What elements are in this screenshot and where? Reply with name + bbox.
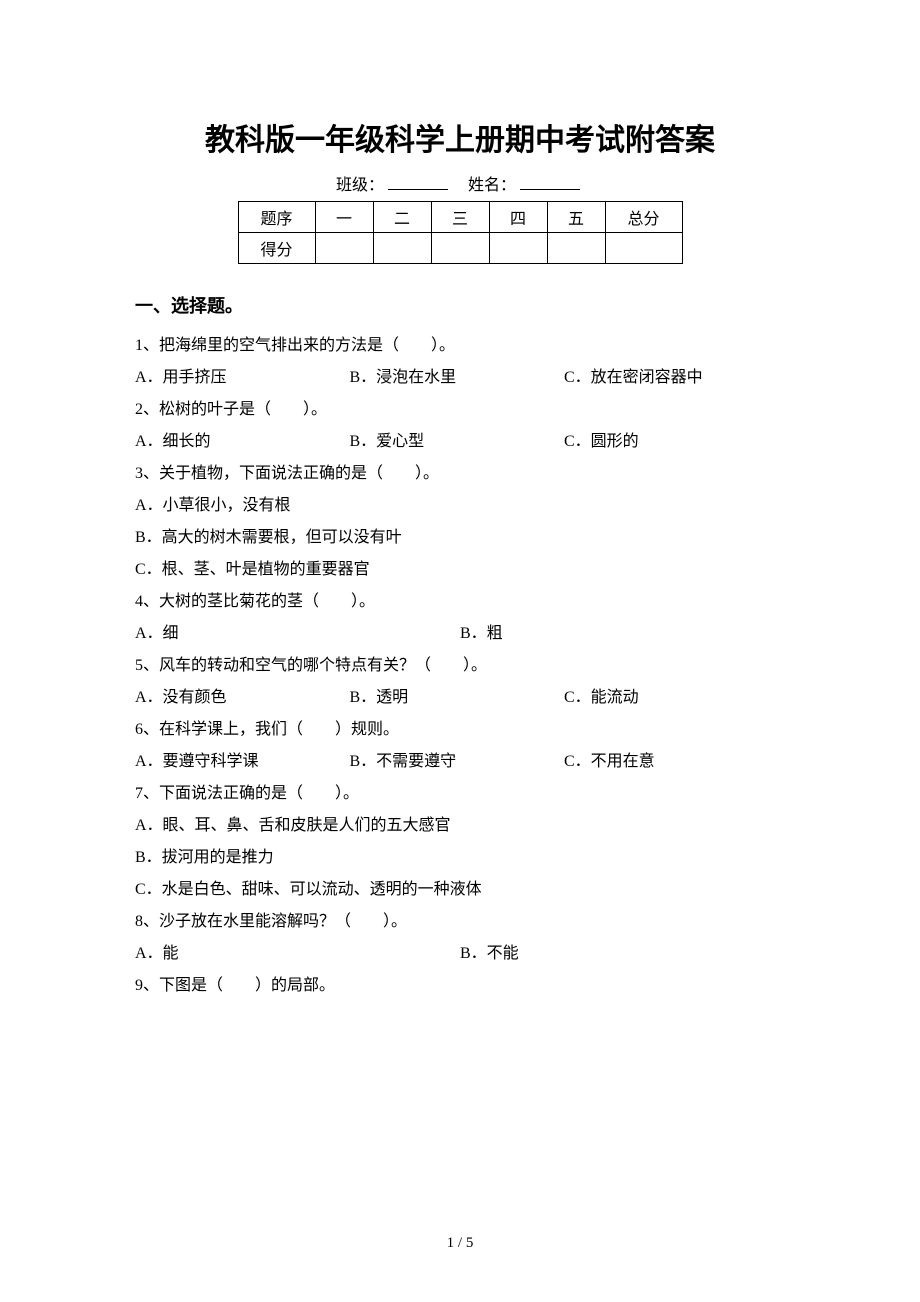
table-row: 得分 (238, 233, 682, 264)
class-blank (388, 173, 448, 190)
question-stem: 1、把海绵里的空气排出来的方法是（ ）。 (135, 330, 785, 362)
cell-score-3 (431, 233, 489, 264)
question-options-row: A．能B．不能 (135, 938, 785, 970)
name-label: 姓名： (468, 177, 516, 194)
cell-header-3: 三 (431, 202, 489, 233)
question-options-row: A．细B．粗 (135, 618, 785, 650)
question-option: C．根、茎、叶是植物的重要器官 (135, 554, 785, 586)
question-option: C．水是白色、甜味、可以流动、透明的一种液体 (135, 874, 785, 906)
question-option: B．高大的树木需要根，但可以没有叶 (135, 522, 785, 554)
question-option: C．能流动 (564, 682, 779, 714)
question-option: B．爱心型 (350, 426, 565, 458)
question-option: B．不需要遵守 (350, 746, 565, 778)
question-stem: 6、在科学课上，我们（ ）规则。 (135, 714, 785, 746)
class-label: 班级： (336, 177, 384, 194)
question-option: A．没有颜色 (135, 682, 350, 714)
name-blank (520, 173, 580, 190)
question-option: C．不用在意 (564, 746, 779, 778)
section-1-heading: 一、选择题。 (135, 292, 785, 318)
question-option: A．要遵守科学课 (135, 746, 350, 778)
question-option: B．拔河用的是推力 (135, 842, 785, 874)
question-stem: 9、下图是（ ）的局部。 (135, 970, 785, 1002)
question-stem: 5、风车的转动和空气的哪个特点有关？（ ）。 (135, 650, 785, 682)
cell-score-label: 得分 (238, 233, 315, 264)
question-stem: 7、下面说法正确的是（ ）。 (135, 778, 785, 810)
score-table: 题序 一 二 三 四 五 总分 得分 (238, 201, 683, 264)
question-option: B．粗 (460, 618, 785, 650)
question-option: B．不能 (460, 938, 785, 970)
question-option: B．透明 (350, 682, 565, 714)
cell-header-5: 五 (547, 202, 605, 233)
cell-score-1 (315, 233, 373, 264)
questions-container: 1、把海绵里的空气排出来的方法是（ ）。A．用手挤压B．浸泡在水里C．放在密闭容… (135, 330, 785, 1002)
cell-score-4 (489, 233, 547, 264)
cell-score-total (605, 233, 682, 264)
question-stem: 2、松树的叶子是（ ）。 (135, 394, 785, 426)
cell-header-2: 二 (373, 202, 431, 233)
cell-header-total: 总分 (605, 202, 682, 233)
page-number: 1 / 5 (0, 1235, 920, 1252)
class-name-line: 班级： 姓名： (135, 171, 785, 195)
question-options-row: A．细长的B．爱心型C．圆形的 (135, 426, 785, 458)
question-option: C．圆形的 (564, 426, 779, 458)
question-option: A．细长的 (135, 426, 350, 458)
question-option: A．小草很小，没有根 (135, 490, 785, 522)
cell-header-label: 题序 (238, 202, 315, 233)
question-option: A．眼、耳、鼻、舌和皮肤是人们的五大感官 (135, 810, 785, 842)
cell-score-5 (547, 233, 605, 264)
question-option: C．放在密闭容器中 (564, 362, 779, 394)
question-stem: 4、大树的茎比菊花的茎（ ）。 (135, 586, 785, 618)
question-options-row: A．要遵守科学课B．不需要遵守C．不用在意 (135, 746, 785, 778)
cell-header-1: 一 (315, 202, 373, 233)
document-title: 教科版一年级科学上册期中考试附答案 (135, 115, 785, 159)
page: 教科版一年级科学上册期中考试附答案 班级： 姓名： 题序 一 二 三 四 五 总… (0, 0, 920, 1302)
cell-score-2 (373, 233, 431, 264)
question-option: A．用手挤压 (135, 362, 350, 394)
question-option: A．能 (135, 938, 460, 970)
cell-header-4: 四 (489, 202, 547, 233)
question-option: B．浸泡在水里 (350, 362, 565, 394)
question-options-row: A．没有颜色B．透明C．能流动 (135, 682, 785, 714)
question-stem: 3、关于植物，下面说法正确的是（ ）。 (135, 458, 785, 490)
table-row: 题序 一 二 三 四 五 总分 (238, 202, 682, 233)
question-option: A．细 (135, 618, 460, 650)
question-options-row: A．用手挤压B．浸泡在水里C．放在密闭容器中 (135, 362, 785, 394)
question-stem: 8、沙子放在水里能溶解吗？（ ）。 (135, 906, 785, 938)
